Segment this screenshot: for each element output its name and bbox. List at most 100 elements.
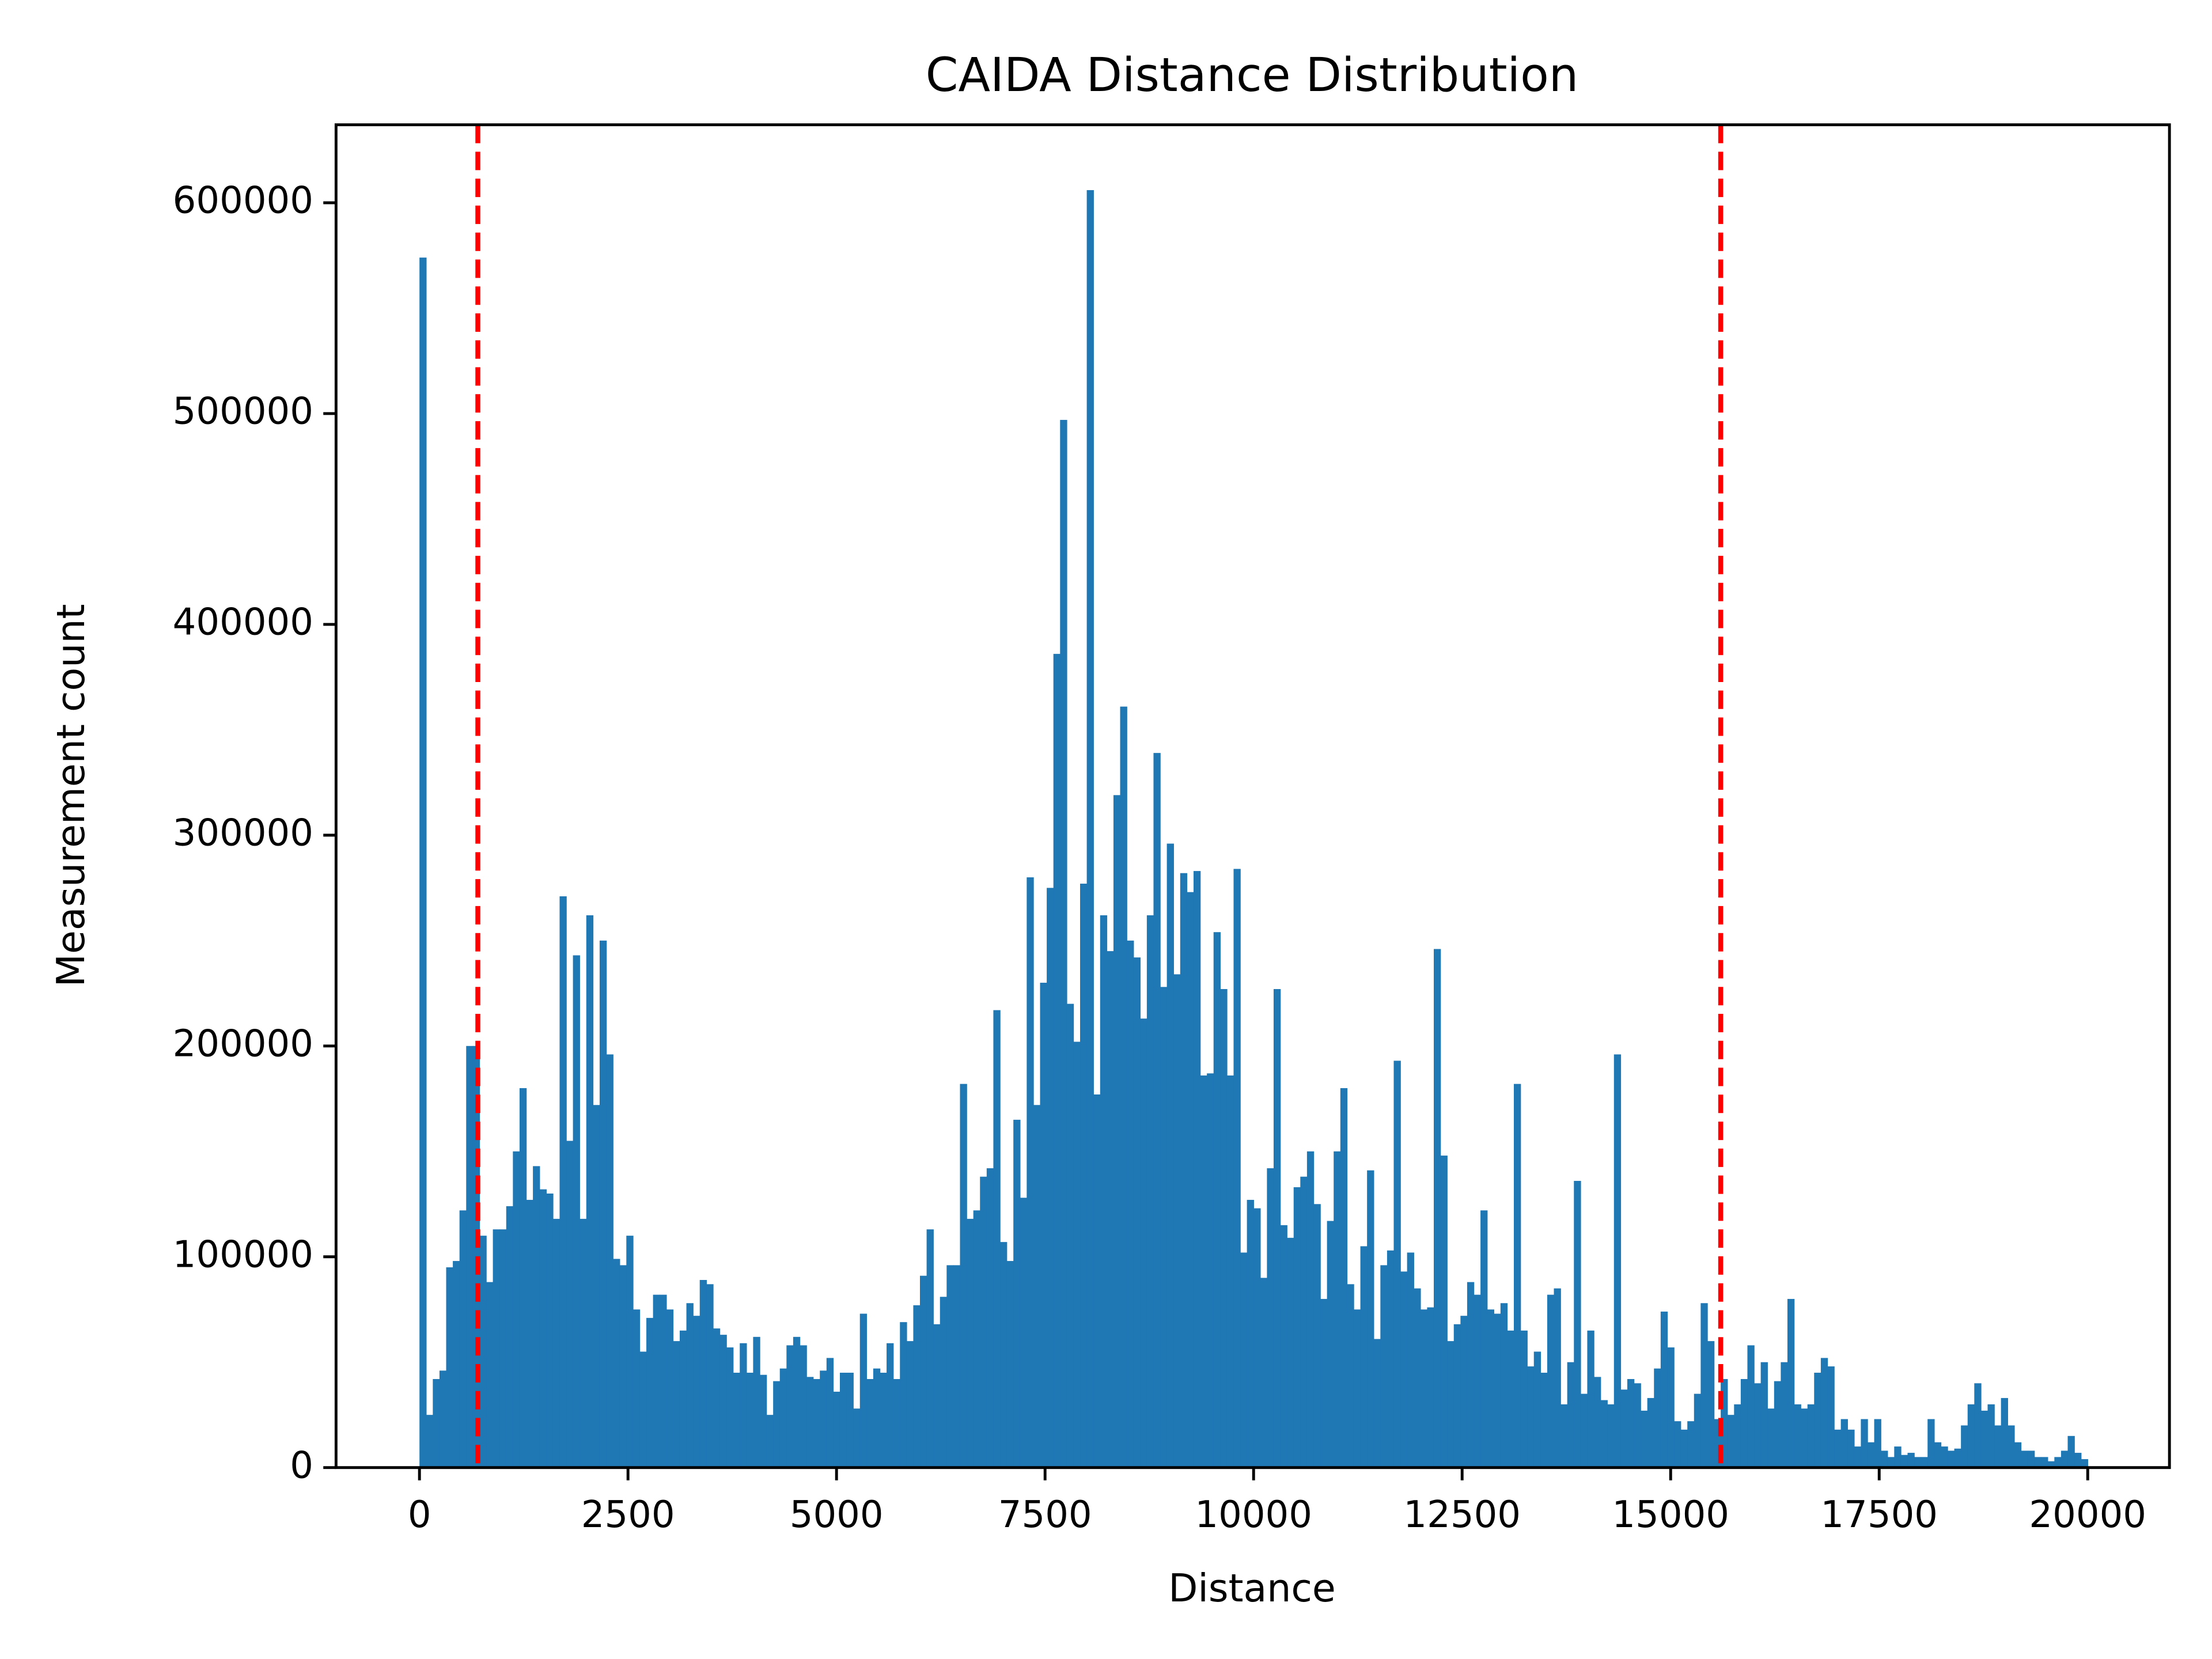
bar (1987, 1404, 1995, 1468)
x-tick-label: 20000 (2029, 1494, 2146, 1536)
y-tick-label: 600000 (173, 180, 313, 222)
bar (1627, 1378, 1635, 1468)
bar (626, 1236, 634, 1468)
bar (1547, 1294, 1555, 1468)
bar (1013, 1119, 1021, 1468)
bar (2041, 1457, 2048, 1468)
bar (1760, 1362, 1768, 1468)
bar (1427, 1307, 1434, 1468)
bar (1533, 1351, 1541, 1468)
bar (493, 1229, 500, 1468)
bar (779, 1368, 787, 1468)
bar (1360, 1246, 1368, 1468)
bar (1113, 795, 1121, 1468)
bar (1293, 1187, 1301, 1468)
bar (913, 1305, 921, 1468)
bar (1200, 1075, 1207, 1468)
bar (1980, 1410, 1988, 1468)
bar (2001, 1397, 2008, 1468)
bar (639, 1351, 647, 1468)
bar (1594, 1377, 1601, 1468)
bar (513, 1151, 520, 1468)
bar (433, 1378, 440, 1468)
bar (1260, 1278, 1268, 1468)
bar (1947, 1450, 1955, 1468)
bar (2034, 1457, 2041, 1468)
bar (666, 1309, 674, 1468)
bar (839, 1373, 847, 1468)
bar (1480, 1210, 1488, 1468)
bar (1620, 1389, 1628, 1468)
bar (1193, 871, 1201, 1468)
bar (1187, 892, 1194, 1468)
bar (586, 915, 594, 1468)
bar (1794, 1404, 1801, 1468)
bar (419, 257, 427, 1468)
bar (933, 1324, 941, 1468)
bar (546, 1193, 554, 1468)
bar (1494, 1313, 1501, 1468)
bar (693, 1316, 700, 1468)
bar (706, 1284, 714, 1468)
bar (579, 1218, 587, 1468)
bar (1927, 1419, 1935, 1468)
bar (766, 1415, 774, 1468)
bar (499, 1229, 507, 1468)
bar (679, 1330, 687, 1468)
bar (953, 1265, 961, 1468)
bar (880, 1373, 887, 1468)
bar (1334, 1151, 1341, 1468)
bar (806, 1377, 814, 1468)
bar (1127, 940, 1134, 1468)
bar (1273, 988, 1281, 1468)
bar (606, 1054, 613, 1468)
bar (599, 940, 607, 1468)
bar (1900, 1455, 1908, 1468)
bar (1053, 654, 1061, 1468)
bar (1907, 1453, 1915, 1468)
bar (1233, 869, 1241, 1468)
bar (1207, 1073, 1214, 1468)
bar (1006, 1261, 1014, 1468)
bar (1814, 1373, 1821, 1468)
x-tick-label: 0 (408, 1494, 431, 1536)
bar (646, 1317, 654, 1468)
bar (1433, 949, 1441, 1468)
bar (793, 1336, 801, 1468)
bar (1100, 915, 1108, 1468)
bar (1754, 1383, 1762, 1468)
bar (960, 1084, 967, 1468)
chart-title: CAIDA Distance Distribution (926, 48, 1579, 103)
bar (1146, 915, 1154, 1468)
bar (1040, 983, 1047, 1468)
bar (1834, 1429, 1842, 1468)
bar (1414, 1288, 1421, 1468)
bar (873, 1368, 881, 1468)
bar (1240, 1252, 1248, 1468)
bar (1574, 1181, 1581, 1468)
bar (559, 896, 567, 1468)
bar (613, 1259, 620, 1468)
bar (660, 1294, 667, 1468)
bar (980, 1176, 987, 1468)
bar (1934, 1442, 1942, 1468)
bar (1353, 1309, 1361, 1468)
bar (1120, 706, 1127, 1468)
bar (453, 1261, 460, 1468)
bar (733, 1373, 740, 1468)
bar (2067, 1435, 2075, 1468)
y-tick-label: 300000 (173, 812, 313, 854)
bar (619, 1265, 627, 1468)
bar (533, 1166, 540, 1468)
bar (1153, 753, 1161, 1468)
bar (593, 1105, 600, 1468)
bar (1213, 932, 1221, 1468)
bar (800, 1345, 807, 1468)
bar (900, 1322, 907, 1468)
bar (1941, 1446, 1948, 1468)
bar (2081, 1459, 2088, 1468)
bar (1327, 1221, 1334, 1468)
bar (833, 1391, 840, 1468)
bar (1093, 1094, 1101, 1468)
bar (1667, 1347, 1675, 1468)
